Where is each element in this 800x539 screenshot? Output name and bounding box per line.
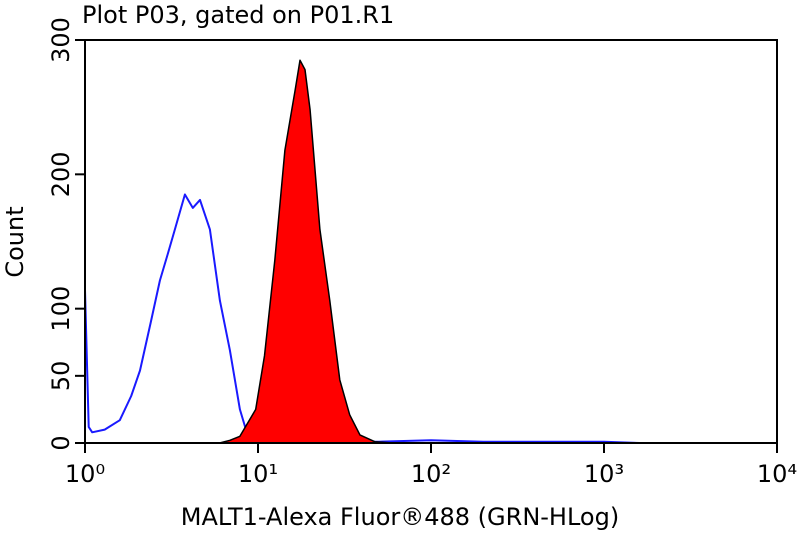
histogram-line bbox=[84, 193, 640, 444]
histogram-area bbox=[218, 59, 394, 444]
y-axis-label: Count bbox=[1, 206, 29, 277]
x-tick-label: 10⁰ bbox=[65, 460, 105, 488]
y-tick-label: 50 bbox=[47, 361, 75, 392]
x-tick-label: 10³ bbox=[584, 460, 624, 488]
y-tick-label: 0 bbox=[47, 435, 75, 450]
y-tick-label: 200 bbox=[47, 151, 75, 197]
chart-title: Plot P03, gated on P01.R1 bbox=[82, 1, 394, 29]
plot-frame bbox=[84, 39, 778, 444]
y-tick-label: 300 bbox=[47, 17, 75, 63]
y-tick-label: 100 bbox=[47, 286, 75, 332]
x-tick-label: 10⁴ bbox=[757, 460, 797, 488]
x-tick-label: 10² bbox=[411, 460, 451, 488]
x-axis-label: MALT1-Alexa Fluor®488 (GRN-HLog) bbox=[181, 503, 619, 531]
x-tick-label: 10¹ bbox=[238, 460, 278, 488]
